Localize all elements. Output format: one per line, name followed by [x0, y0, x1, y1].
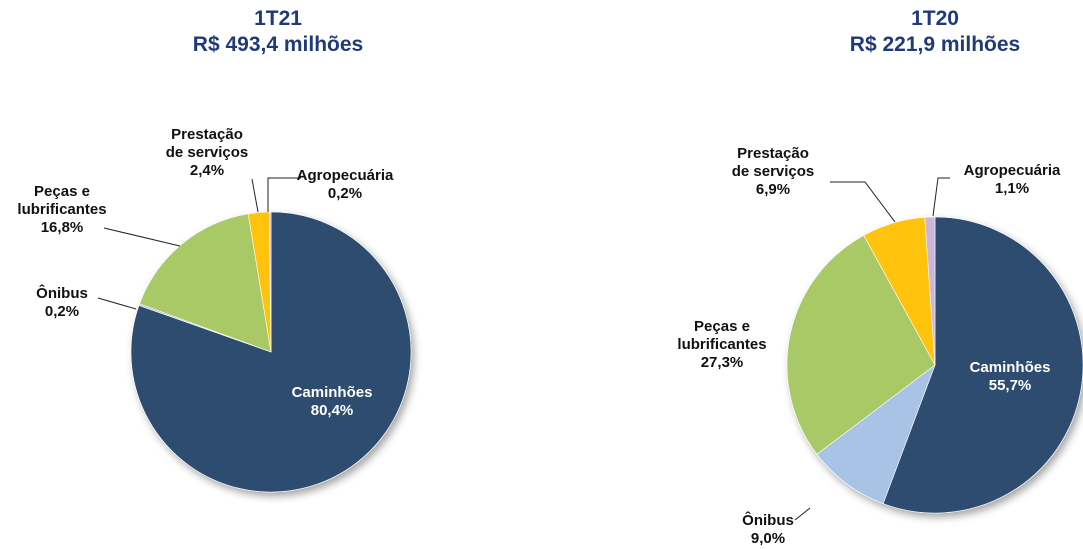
- slice-value: 2,4%: [189, 162, 225, 179]
- chart-title: 1T20: [911, 7, 959, 30]
- slice-name: Peças e lubrificantes: [677, 318, 767, 353]
- pie-slice: [882, 216, 1083, 514]
- leader-line: [103, 227, 181, 247]
- slice-label: Ônibus 9,0%: [742, 512, 794, 548]
- slice-value: 0,2%: [327, 185, 363, 202]
- slice-value: 16,8%: [40, 219, 84, 236]
- leader-line: [251, 178, 259, 213]
- leader-line: [830, 181, 896, 223]
- slice-label: Prestação de serviços 2,4%: [166, 126, 249, 180]
- chart-subtitle: R$ 493,4 milhões: [192, 33, 364, 56]
- pie-slice: [139, 213, 272, 353]
- slice-name: Peças e lubrificantes: [17, 183, 107, 218]
- slice-label: Caminhões 80,4%: [292, 384, 373, 420]
- slice-name: Caminhões: [291, 384, 373, 401]
- pie-slice: [130, 211, 412, 493]
- chart-title-block: 1T20 R$ 221,9 milhões: [785, 6, 1083, 58]
- leader-line: [794, 507, 811, 521]
- slice-value: 9,0%: [750, 530, 786, 547]
- leader-line: [97, 297, 137, 310]
- pie-slice: [268, 211, 272, 353]
- pie-slice: [924, 216, 936, 366]
- slice-value: 55,7%: [988, 377, 1032, 394]
- pie-slice: [816, 364, 936, 504]
- slice-name: Ônibus: [36, 285, 88, 302]
- slice-name: Ônibus: [742, 512, 794, 529]
- slice-label: Agropecuária 1,1%: [964, 162, 1061, 198]
- slice-value: 80,4%: [310, 402, 354, 419]
- pie: [786, 216, 1083, 514]
- slice-value: 0,2%: [44, 303, 80, 320]
- slice-name: Caminhões: [969, 359, 1051, 376]
- slice-name: Prestação de serviços: [165, 126, 249, 161]
- slice-label: Peças e lubrificantes 16,8%: [17, 183, 106, 237]
- chart-subtitle: R$ 221,9 milhões: [849, 33, 1021, 56]
- slice-label: Ônibus 0,2%: [36, 285, 88, 321]
- slice-label: Agropecuária 0,2%: [297, 167, 394, 203]
- chart-title: 1T21: [254, 7, 302, 30]
- leader-line: [267, 177, 301, 212]
- pie: [130, 211, 412, 493]
- slice-value: 1,1%: [994, 180, 1030, 197]
- slice-name: Prestação de serviços: [731, 145, 815, 180]
- slice-value: 6,9%: [755, 181, 791, 198]
- slice-label: Caminhões 55,7%: [970, 359, 1051, 395]
- leader-line: [932, 177, 950, 217]
- slice-name: Agropecuária: [296, 167, 394, 184]
- chart-title-block: 1T21 R$ 493,4 milhões: [128, 6, 428, 58]
- slice-label: Prestação de serviços 6,9%: [732, 145, 815, 199]
- pie-slice: [786, 234, 936, 455]
- slice-value: 27,3%: [700, 354, 744, 371]
- slice-label: Peças e lubrificantes 27,3%: [677, 318, 766, 372]
- slice-name: Agropecuária: [963, 162, 1061, 179]
